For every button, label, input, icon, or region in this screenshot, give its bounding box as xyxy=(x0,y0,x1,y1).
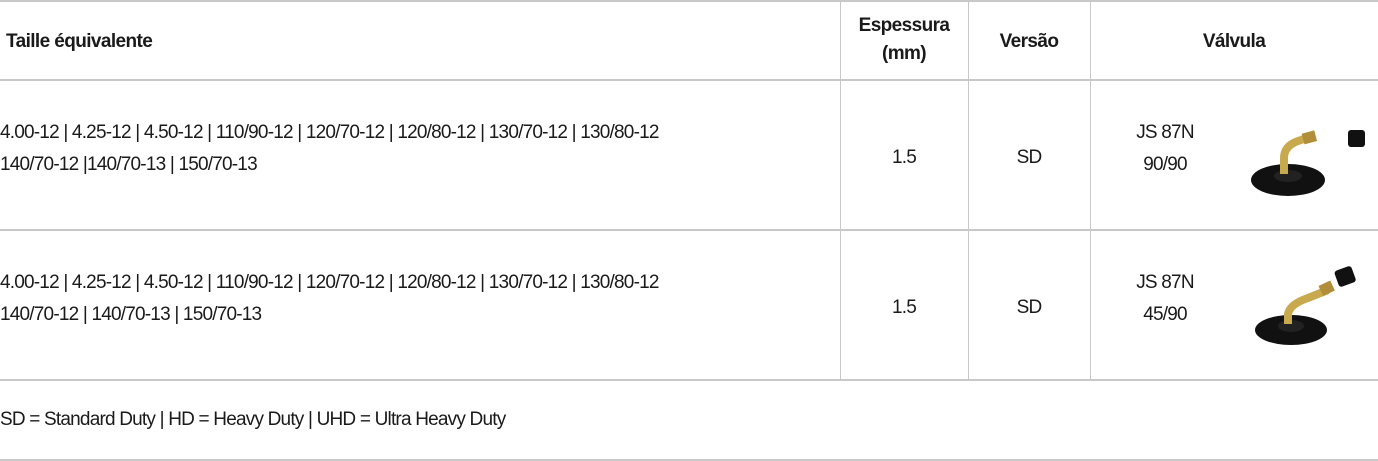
valve-cell: JS 87N 90/90 xyxy=(1120,117,1210,181)
column-divider xyxy=(968,0,969,380)
column-divider xyxy=(1090,0,1091,380)
header-size: Taille équivalente xyxy=(6,31,153,52)
valve-90-90-icon xyxy=(1251,130,1365,196)
header-valve: Válvula xyxy=(1202,31,1266,52)
header-divider xyxy=(0,79,1378,81)
sizes-cell: 4.00-12 | 4.25-12 | 4.50-12 | 110/90-12 … xyxy=(0,117,659,181)
thickness-cell: 1.5 xyxy=(891,297,917,318)
header-version: Versão xyxy=(999,31,1059,52)
valve-45-90-icon xyxy=(1255,266,1356,345)
sizes-line: 4.00-12 | 4.25-12 | 4.50-12 | 110/90-12 … xyxy=(0,272,659,293)
column-divider xyxy=(840,0,841,380)
valve-model: JS 87N xyxy=(1136,272,1194,293)
sizes-line: 140/70-12 | 140/70-13 | 150/70-13 xyxy=(0,304,262,325)
footnote-bottom-border xyxy=(0,459,1378,461)
table-bottom-border xyxy=(0,379,1378,381)
sizes-cell: 4.00-12 | 4.25-12 | 4.50-12 | 110/90-12 … xyxy=(0,267,659,331)
header-thickness: Espessura (mm) xyxy=(840,12,968,68)
valve-angle: 90/90 xyxy=(1143,154,1187,175)
valve-cell: JS 87N 45/90 xyxy=(1120,267,1210,331)
sizes-line: 4.00-12 | 4.25-12 | 4.50-12 | 110/90-12 … xyxy=(0,122,659,143)
thickness-cell: 1.5 xyxy=(891,147,917,168)
valve-model: JS 87N xyxy=(1136,122,1194,143)
row-divider xyxy=(0,229,1378,231)
version-cell: SD xyxy=(1016,297,1043,318)
table-top-border xyxy=(0,0,1378,2)
footnote: SD = Standard Duty | HD = Heavy Duty | U… xyxy=(0,409,506,430)
header-thickness-line2: (mm) xyxy=(881,43,927,64)
valve-angle: 45/90 xyxy=(1143,304,1187,325)
version-cell: SD xyxy=(1016,147,1043,168)
sizes-line: 140/70-12 |140/70-13 | 150/70-13 xyxy=(0,154,258,175)
header-thickness-line1: Espessura xyxy=(858,15,950,36)
